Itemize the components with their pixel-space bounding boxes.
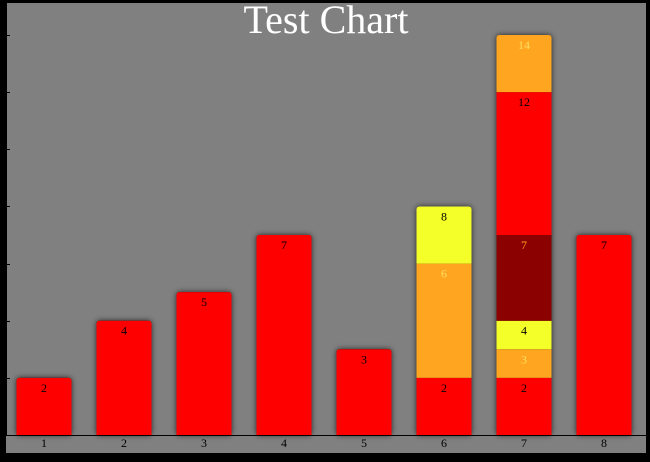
bar-segment-6-2 bbox=[416, 263, 472, 378]
data-label-6-2: 6 bbox=[441, 267, 447, 281]
bar-segment-7-1 bbox=[496, 377, 552, 435]
bar-segment-7-5 bbox=[496, 92, 552, 236]
data-label-2-1: 4 bbox=[121, 324, 127, 338]
data-label-4-1: 7 bbox=[281, 238, 287, 252]
bar-segment-6-3 bbox=[416, 206, 472, 264]
x-tick-label-8: 8 bbox=[601, 436, 607, 450]
bar-segment-1-1 bbox=[16, 377, 72, 435]
data-label-7-5: 12 bbox=[518, 95, 530, 109]
x-tick-label-3: 3 bbox=[201, 436, 207, 450]
bar-segment-8-1 bbox=[576, 235, 632, 435]
bar-segment-7-6 bbox=[496, 35, 552, 93]
data-label-7-3: 4 bbox=[521, 324, 527, 338]
bar-segment-3-1 bbox=[176, 292, 232, 435]
data-label-7-2: 3 bbox=[521, 352, 527, 366]
bar-segment-5-1 bbox=[336, 349, 392, 435]
x-tick-label-1: 1 bbox=[41, 436, 47, 450]
bar-segment-2-1 bbox=[96, 320, 152, 435]
x-tick-label-5: 5 bbox=[361, 436, 367, 450]
x-tick-label-2: 2 bbox=[121, 436, 127, 450]
chart-title: Test Chart bbox=[244, 0, 409, 42]
data-label-7-6: 14 bbox=[518, 38, 530, 52]
x-tick-label-7: 7 bbox=[521, 436, 527, 450]
bar-segment-7-4 bbox=[496, 235, 552, 321]
bar-segment-4-1 bbox=[256, 235, 312, 435]
x-tick-label-6: 6 bbox=[441, 436, 447, 450]
data-label-6-3: 8 bbox=[441, 209, 447, 223]
labels-layer: 2 4 5 7 3 2 6 8 2 3 4 7 12 14 7 bbox=[41, 38, 607, 395]
data-label-8-1: 7 bbox=[601, 238, 607, 252]
data-label-6-1: 2 bbox=[441, 381, 447, 395]
data-label-7-1: 2 bbox=[521, 381, 527, 395]
x-ticks-layer: 1 2 3 4 5 6 7 8 bbox=[41, 436, 607, 450]
x-tick-label-4: 4 bbox=[281, 436, 287, 450]
data-label-5-1: 3 bbox=[361, 352, 367, 366]
bar-segment-7-2 bbox=[496, 349, 552, 378]
data-label-3-1: 5 bbox=[201, 295, 207, 309]
bars-layer bbox=[16, 35, 632, 436]
data-label-7-4: 7 bbox=[521, 238, 527, 252]
data-label-1-1: 2 bbox=[41, 381, 47, 395]
bar-segment-6-1 bbox=[416, 377, 472, 435]
y-ticks-layer bbox=[6, 35, 10, 379]
bar-segment-7-3 bbox=[496, 320, 552, 350]
